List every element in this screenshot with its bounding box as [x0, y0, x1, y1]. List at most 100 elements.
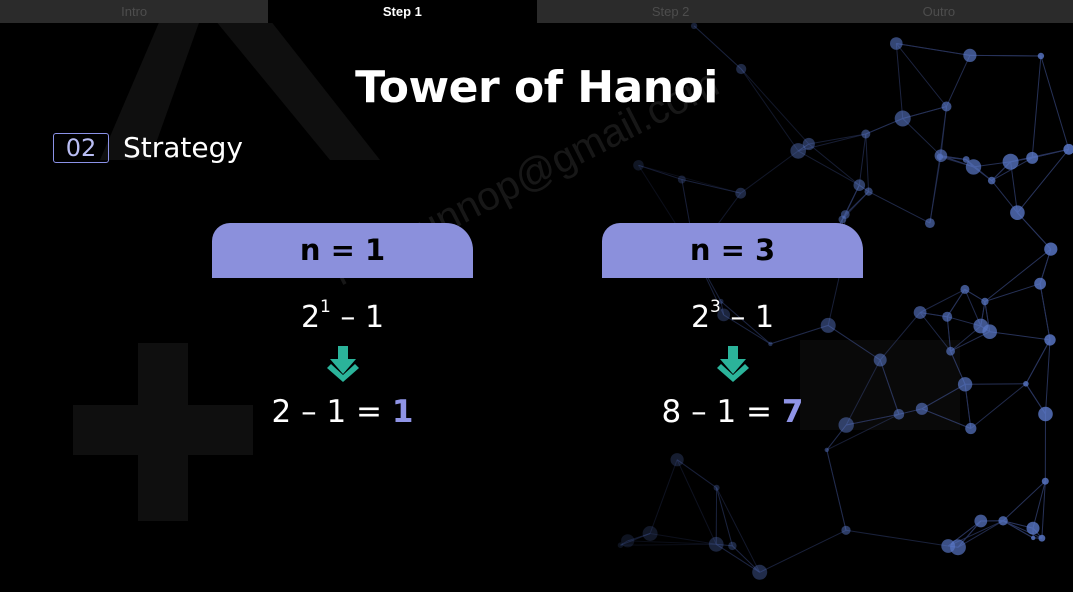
network-node: [965, 422, 977, 435]
network-line: [716, 543, 733, 547]
network-line: [921, 383, 966, 410]
network-node: [962, 156, 970, 163]
network-line: [895, 43, 904, 119]
network-node: [934, 149, 948, 162]
network-line: [759, 529, 847, 573]
network-line: [826, 449, 847, 531]
network-line: [879, 359, 900, 415]
network-line: [921, 408, 971, 429]
network-node: [838, 215, 847, 224]
network-line: [638, 164, 682, 180]
network-node: [941, 539, 956, 553]
formula-exponent: 1: [320, 297, 331, 317]
network-line: [896, 43, 970, 56]
bg-plus-horizontal: [73, 405, 253, 455]
network-line: [946, 289, 966, 317]
tab-outro[interactable]: Outro: [922, 4, 956, 19]
network-node: [713, 484, 720, 491]
network-node: [957, 377, 973, 392]
network-line: [919, 312, 951, 352]
network-node: [677, 175, 686, 184]
network-line: [720, 301, 771, 345]
network-nodes: [617, 22, 1073, 580]
network-node: [974, 514, 988, 528]
network-node: [1034, 277, 1046, 290]
network-line: [1040, 55, 1070, 150]
network-line: [693, 25, 742, 70]
network-line: [693, 25, 742, 70]
network-node: [617, 542, 624, 548]
network-line: [970, 383, 1027, 429]
result-expression: 2 – 1 =: [271, 394, 392, 430]
network-line: [740, 68, 810, 145]
network-node: [893, 409, 905, 420]
arrow-down-icon: [716, 346, 749, 382]
network-line: [902, 118, 942, 157]
network-line: [808, 143, 860, 186]
network-line: [681, 179, 741, 194]
network-line: [921, 383, 966, 410]
network-node: [841, 525, 851, 535]
network-line: [957, 520, 1004, 548]
network-node: [768, 341, 773, 347]
network-line: [964, 384, 972, 429]
network-node: [717, 308, 731, 322]
network-line: [845, 529, 949, 547]
network-line: [865, 133, 870, 192]
result: 8 – 1 = 7: [602, 394, 863, 430]
network-node: [853, 179, 866, 191]
network-node: [1063, 143, 1073, 155]
network-line: [827, 324, 881, 361]
result-answer: 7: [781, 394, 804, 430]
network-line: [826, 413, 900, 451]
network-line: [1025, 339, 1051, 385]
network-line: [720, 301, 771, 345]
case-header: n = 3: [602, 223, 863, 278]
network-node: [718, 298, 724, 304]
section-number: 02: [53, 132, 109, 163]
case-header: n = 1: [212, 223, 473, 278]
network-line: [676, 459, 717, 489]
network-line: [1002, 520, 1034, 539]
network-line: [989, 331, 1051, 341]
network-line: [868, 191, 931, 224]
tab-step-1[interactable]: Step 1: [268, 0, 537, 23]
network-line: [879, 312, 921, 361]
network-node: [752, 564, 768, 580]
network-line: [638, 164, 682, 180]
network-node: [1026, 521, 1040, 535]
network-node: [790, 143, 806, 159]
network-line: [1017, 212, 1052, 250]
case-n1: n = 1 21 – 1 2 – 1 = 1: [212, 223, 473, 430]
network-node: [633, 160, 644, 171]
network-node: [890, 37, 903, 50]
network-node: [670, 453, 684, 467]
network-node: [690, 22, 698, 30]
network-node: [1037, 52, 1045, 60]
network-node: [942, 311, 953, 322]
section-heading: 02 Strategy: [53, 131, 243, 164]
network-node: [1044, 242, 1058, 256]
network-line: [939, 106, 947, 157]
network-node: [621, 534, 635, 548]
network-line: [1002, 480, 1046, 522]
network-line: [940, 106, 947, 156]
network-line: [650, 533, 717, 545]
network-node: [941, 101, 952, 112]
tab-step-2[interactable]: Step 2: [651, 4, 690, 19]
network-line: [984, 248, 1052, 302]
section-label: Strategy: [123, 131, 243, 164]
network-node: [1041, 477, 1049, 485]
tab-intro[interactable]: Intro: [121, 4, 148, 19]
network-line: [919, 288, 966, 313]
slide-title: Tower of Hanoi: [355, 62, 718, 113]
network-node: [960, 284, 970, 294]
network-node: [838, 417, 854, 433]
arrow-down-icon: [326, 346, 359, 382]
network-line: [620, 533, 651, 546]
network-line: [965, 383, 1026, 385]
network-line: [858, 133, 867, 186]
network-line: [1017, 148, 1070, 214]
network-line: [797, 150, 860, 186]
